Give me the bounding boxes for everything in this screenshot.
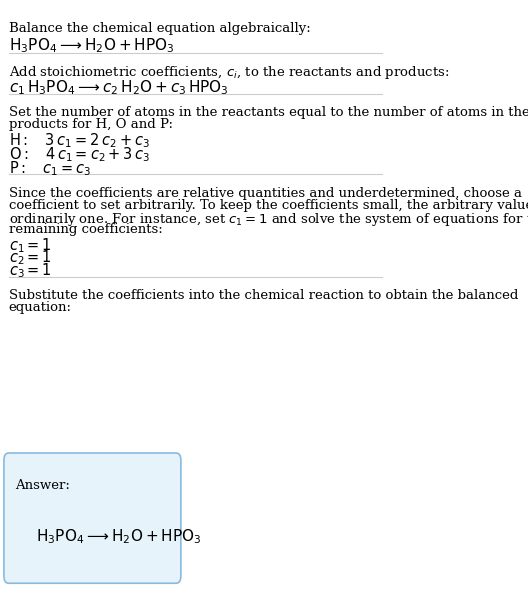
Text: Set the number of atoms in the reactants equal to the number of atoms in the: Set the number of atoms in the reactants… xyxy=(8,106,528,119)
Text: Balance the chemical equation algebraically:: Balance the chemical equation algebraica… xyxy=(8,22,310,35)
Text: products for H, O and P:: products for H, O and P: xyxy=(8,119,173,131)
Text: $c_1 = 1$: $c_1 = 1$ xyxy=(8,236,51,255)
Text: ordinarily one. For instance, set $c_1 = 1$ and solve the system of equations fo: ordinarily one. For instance, set $c_1 =… xyxy=(8,211,528,228)
Text: $c_2 = 1$: $c_2 = 1$ xyxy=(8,249,51,267)
Text: $\mathrm{H_3PO_4} \longrightarrow \mathrm{H_2O + HPO_3}$: $\mathrm{H_3PO_4} \longrightarrow \mathr… xyxy=(35,527,201,546)
Text: $c_3 = 1$: $c_3 = 1$ xyxy=(8,262,51,280)
Text: coefficient to set arbitrarily. To keep the coefficients small, the arbitrary va: coefficient to set arbitrarily. To keep … xyxy=(8,199,528,212)
Text: $\mathrm{O:}\quad 4\,c_1 = c_2 + 3\,c_3$: $\mathrm{O:}\quad 4\,c_1 = c_2 + 3\,c_3$ xyxy=(8,145,150,164)
Text: Substitute the coefficients into the chemical reaction to obtain the balanced: Substitute the coefficients into the che… xyxy=(8,289,518,301)
Text: Add stoichiometric coefficients, $c_i$, to the reactants and products:: Add stoichiometric coefficients, $c_i$, … xyxy=(8,64,449,80)
Text: Answer:: Answer: xyxy=(15,478,70,492)
Text: $\mathrm{P:}\quad c_1 = c_3$: $\mathrm{P:}\quad c_1 = c_3$ xyxy=(8,159,91,178)
Text: $c_1\, \mathrm{H_3PO_4} \longrightarrow c_2\, \mathrm{H_2O} + c_3\, \mathrm{HPO_: $c_1\, \mathrm{H_3PO_4} \longrightarrow … xyxy=(8,78,229,97)
Text: remaining coefficients:: remaining coefficients: xyxy=(8,223,162,236)
Text: Since the coefficients are relative quantities and underdetermined, choose a: Since the coefficients are relative quan… xyxy=(8,187,522,200)
Text: $\mathrm{H_3PO_4} \longrightarrow \mathrm{H_2O + HPO_3}$: $\mathrm{H_3PO_4} \longrightarrow \mathr… xyxy=(8,36,174,55)
Text: equation:: equation: xyxy=(8,301,72,314)
Text: $\mathrm{H:}\quad 3\,c_1 = 2\,c_2 + c_3$: $\mathrm{H:}\quad 3\,c_1 = 2\,c_2 + c_3$ xyxy=(8,131,149,150)
FancyBboxPatch shape xyxy=(4,453,181,583)
